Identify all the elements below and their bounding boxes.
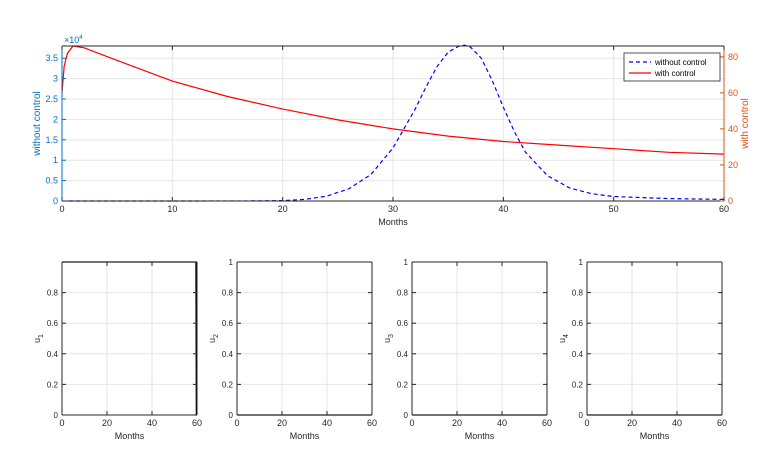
x-tick-label: 10 bbox=[167, 204, 177, 214]
y-axis-label: u3 bbox=[382, 334, 395, 343]
y-tick-label: 1 bbox=[579, 258, 584, 267]
x-axis-label: Months bbox=[115, 431, 145, 441]
y-axis-label-main: u bbox=[207, 338, 217, 343]
y-axis-label-main: u bbox=[382, 338, 392, 343]
legend-entry-1: without control bbox=[654, 58, 707, 67]
y-right-tick-label: 80 bbox=[728, 52, 738, 62]
series-line-1 bbox=[62, 261, 197, 416]
x-tick-label: 20 bbox=[452, 418, 462, 428]
x-tick-label: 40 bbox=[672, 418, 682, 428]
y-left-exponent-label: ×104 bbox=[64, 35, 83, 45]
y-tick-label: 0.6 bbox=[572, 319, 584, 328]
y-tick-label: 0.4 bbox=[397, 350, 409, 359]
y-tick-label: 1 bbox=[229, 258, 234, 267]
y-right-tick-label: 60 bbox=[728, 88, 738, 98]
y-tick-label: 0 bbox=[579, 411, 584, 420]
y-axis-label-subscript: 1 bbox=[38, 334, 45, 338]
y-left-tick-label: 1 bbox=[53, 155, 58, 165]
y-left-tick-label: 2 bbox=[53, 114, 58, 124]
x-tick-label: 60 bbox=[542, 418, 552, 428]
x-tick-label: 20 bbox=[278, 204, 288, 214]
y-tick-label: 0.6 bbox=[222, 319, 234, 328]
exponent-power: 4 bbox=[79, 35, 83, 41]
y-tick-label: 0.2 bbox=[47, 380, 59, 389]
x-tick-label: 0 bbox=[234, 418, 239, 428]
y-tick-label: 0 bbox=[404, 411, 409, 420]
y-tick-label: 0 bbox=[54, 411, 59, 420]
y-axis-label-main: u bbox=[32, 338, 42, 343]
x-tick-label: 20 bbox=[102, 418, 112, 428]
x-axis-label: Months bbox=[378, 217, 408, 227]
x-tick-label: 60 bbox=[192, 418, 202, 428]
x-axis-label: Months bbox=[465, 431, 495, 441]
y-left-axis-label: without control bbox=[32, 91, 43, 156]
y-tick-label: 0 bbox=[229, 411, 234, 420]
y-left-tick-label: 1.5 bbox=[45, 135, 58, 145]
y-right-tick-label: 20 bbox=[728, 160, 738, 170]
axes-4: 0 20 40 60 Months 0 0.2 0.4 0.6 0.8 1 u3 bbox=[382, 258, 552, 441]
legend: without control with control bbox=[623, 52, 721, 82]
y-axis-label-subscript: 3 bbox=[388, 334, 395, 338]
x-tick-label: 0 bbox=[409, 418, 414, 428]
exponent-base: ×10 bbox=[64, 35, 79, 45]
axes-1: 0 10 20 30 40 50 60Months00.511.522.533.5×104w… bbox=[32, 35, 751, 227]
x-tick-label: 0 bbox=[59, 418, 64, 428]
y-axis-label: u1 bbox=[32, 334, 45, 343]
y-tick-label: 0.8 bbox=[397, 289, 409, 298]
x-tick-label: 20 bbox=[277, 418, 287, 428]
y-axis-label-main: u bbox=[557, 338, 567, 343]
x-tick-label: 20 bbox=[627, 418, 637, 428]
x-axis-label: Months bbox=[290, 431, 320, 441]
x-tick-label: 40 bbox=[497, 418, 507, 428]
axes-3: 0 20 40 60 Months 0 0.2 0.4 0.6 0.8 1 u2 bbox=[207, 258, 377, 441]
y-axis-label: u2 bbox=[207, 334, 220, 343]
y-tick-label: 0.4 bbox=[572, 350, 584, 359]
y-left-tick-label: 3 bbox=[53, 74, 58, 84]
y-left-tick-label: 0.5 bbox=[45, 176, 58, 186]
y-axis-label-subscript: 4 bbox=[563, 334, 570, 338]
y-tick-label: 0.8 bbox=[572, 289, 584, 298]
x-tick-label: 0 bbox=[59, 204, 64, 214]
y-tick-label: 0.8 bbox=[222, 289, 234, 298]
y-tick-label: 0.4 bbox=[47, 350, 59, 359]
x-axis-label: Months bbox=[640, 431, 670, 441]
x-tick-label: 50 bbox=[609, 204, 619, 214]
x-tick-label: 60 bbox=[719, 204, 729, 214]
y-right-tick-label: 0 bbox=[728, 196, 733, 206]
y-tick-label: 0.2 bbox=[222, 380, 234, 389]
series-line-2 bbox=[61, 45, 725, 155]
y-axis-label: u4 bbox=[557, 334, 570, 343]
y-tick-label: 0.2 bbox=[397, 380, 409, 389]
x-tick-label: 60 bbox=[367, 418, 377, 428]
legend-box bbox=[623, 52, 721, 82]
x-tick-label: 40 bbox=[147, 418, 157, 428]
y-tick-label: 0.8 bbox=[47, 289, 59, 298]
y-tick-label: 0.6 bbox=[47, 319, 59, 328]
y-tick-label: 0.6 bbox=[397, 319, 409, 328]
y-left-tick-label: 2.5 bbox=[45, 94, 58, 104]
x-tick-label: 40 bbox=[322, 418, 332, 428]
axes-5: 0 20 40 60 Months 0 0.2 0.4 0.6 0.8 1 u4 bbox=[557, 258, 727, 441]
x-tick-label: 60 bbox=[717, 418, 727, 428]
y-tick-label: 1 bbox=[404, 258, 409, 267]
x-tick-label: 30 bbox=[388, 204, 398, 214]
y-axis-label-subscript: 2 bbox=[213, 334, 220, 338]
y-left-tick-label: 3.5 bbox=[45, 53, 58, 63]
y-left-tick-label: 0 bbox=[53, 196, 58, 206]
x-tick-label: 0 bbox=[584, 418, 589, 428]
y-tick-label: 0.4 bbox=[222, 350, 234, 359]
x-tick-label: 40 bbox=[498, 204, 508, 214]
y-right-tick-label: 40 bbox=[728, 124, 738, 134]
axes-2: 0 20 40 60 Months 0 0.2 0.4 0.6 0.8 u1 bbox=[32, 261, 202, 441]
legend-entry-2: with control bbox=[654, 69, 696, 78]
y-tick-label: 0.2 bbox=[572, 380, 584, 389]
y-right-axis-label: with control bbox=[740, 98, 751, 150]
